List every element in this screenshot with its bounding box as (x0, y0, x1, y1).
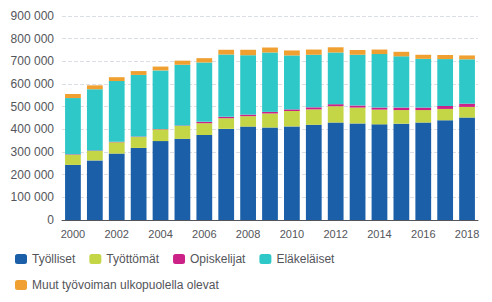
svg-text:0: 0 (47, 213, 54, 227)
svg-text:300 000: 300 000 (11, 145, 55, 159)
svg-text:200 000: 200 000 (11, 168, 55, 182)
svg-text:2002: 2002 (104, 228, 128, 240)
svg-text:Työlliset: Työlliset (32, 252, 76, 266)
svg-text:900 000: 900 000 (11, 9, 55, 23)
svg-text:2004: 2004 (148, 228, 172, 240)
svg-text:2010: 2010 (280, 228, 304, 240)
svg-text:Työttömät: Työttömät (106, 252, 159, 266)
svg-text:100 000: 100 000 (11, 190, 55, 204)
svg-text:2000: 2000 (61, 228, 85, 240)
svg-text:2016: 2016 (411, 228, 435, 240)
svg-text:700 000: 700 000 (11, 54, 55, 68)
svg-text:800 000: 800 000 (11, 32, 55, 46)
svg-text:2006: 2006 (192, 228, 216, 240)
svg-text:2018: 2018 (455, 228, 479, 240)
svg-text:Eläkeläiset: Eläkeläiset (276, 252, 335, 266)
svg-text:500 000: 500 000 (11, 100, 55, 114)
svg-text:Opiskelijat: Opiskelijat (190, 252, 246, 266)
svg-text:600 000: 600 000 (11, 77, 55, 91)
svg-text:400 000: 400 000 (11, 122, 55, 136)
svg-text:2014: 2014 (367, 228, 391, 240)
svg-text:Muut työvoiman ulkopuolella ol: Muut työvoiman ulkopuolella olevat (32, 278, 219, 292)
svg-text:2008: 2008 (236, 228, 260, 240)
svg-text:2012: 2012 (323, 228, 347, 240)
